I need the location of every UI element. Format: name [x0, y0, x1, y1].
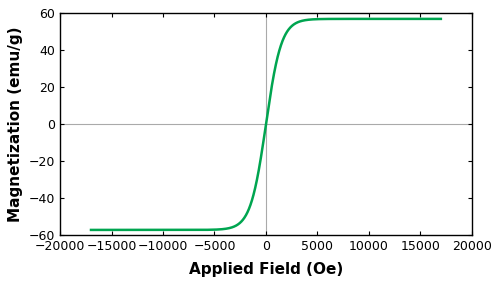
Y-axis label: Magnetization (emu/g): Magnetization (emu/g): [8, 27, 24, 222]
X-axis label: Applied Field (Oe): Applied Field (Oe): [189, 262, 343, 277]
